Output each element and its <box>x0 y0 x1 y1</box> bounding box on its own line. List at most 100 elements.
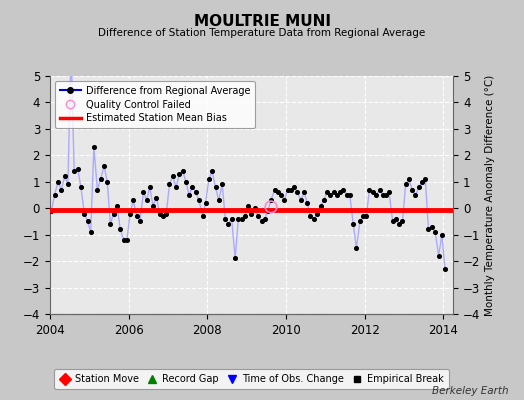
Point <box>356 218 364 225</box>
Point <box>57 186 66 193</box>
Point <box>103 178 112 185</box>
Point <box>254 213 262 219</box>
Point <box>382 192 390 198</box>
Point <box>376 186 384 193</box>
Y-axis label: Monthly Temperature Anomaly Difference (°C): Monthly Temperature Anomaly Difference (… <box>485 74 495 316</box>
Point <box>434 253 443 259</box>
Point <box>204 176 213 182</box>
Point <box>264 208 272 214</box>
Point <box>165 181 173 188</box>
Point <box>388 218 397 225</box>
Point <box>156 210 164 217</box>
Point <box>201 200 210 206</box>
Point <box>195 197 203 204</box>
Point <box>267 204 275 210</box>
Point <box>411 192 420 198</box>
Text: MOULTRIE MUNI: MOULTRIE MUNI <box>193 14 331 29</box>
Point <box>185 192 193 198</box>
Point <box>162 210 170 217</box>
Point <box>274 189 282 196</box>
Point <box>283 186 292 193</box>
Point <box>168 173 177 180</box>
Point <box>241 213 249 219</box>
Point <box>54 178 62 185</box>
Point <box>441 266 449 272</box>
Point <box>119 237 128 243</box>
Legend: Station Move, Record Gap, Time of Obs. Change, Empirical Break: Station Move, Record Gap, Time of Obs. C… <box>54 369 449 389</box>
Point <box>234 216 243 222</box>
Text: Berkeley Earth: Berkeley Earth <box>432 386 508 396</box>
Point <box>208 168 216 174</box>
Point <box>175 171 183 177</box>
Point <box>188 184 196 190</box>
Point <box>385 189 394 196</box>
Point <box>257 218 266 225</box>
Point <box>408 186 417 193</box>
Point <box>297 197 305 204</box>
Point <box>179 168 187 174</box>
Point <box>218 181 226 188</box>
Point <box>136 218 144 225</box>
Point <box>211 184 220 190</box>
Point <box>67 46 75 53</box>
Point <box>290 184 299 190</box>
Point <box>365 186 374 193</box>
Point <box>247 210 256 217</box>
Point <box>339 186 347 193</box>
Point <box>50 192 59 198</box>
Point <box>401 181 410 188</box>
Point <box>421 176 430 182</box>
Point <box>277 192 286 198</box>
Point <box>133 213 141 219</box>
Point <box>320 197 328 204</box>
Point <box>227 216 236 222</box>
Point <box>250 205 259 212</box>
Point <box>438 232 446 238</box>
Point <box>143 197 151 204</box>
Point <box>395 221 403 227</box>
Point <box>362 213 370 219</box>
Point <box>214 197 223 204</box>
Point <box>106 221 115 227</box>
Point <box>221 216 230 222</box>
Point <box>90 144 98 151</box>
Point <box>231 255 239 262</box>
Point <box>47 208 56 214</box>
Point <box>323 189 331 196</box>
Point <box>77 184 85 190</box>
Point <box>342 192 351 198</box>
Point <box>372 192 380 198</box>
Point <box>313 210 321 217</box>
Point <box>100 163 108 169</box>
Point <box>224 221 233 227</box>
Point <box>345 192 354 198</box>
Point <box>80 210 89 217</box>
Point <box>306 213 314 219</box>
Point <box>182 178 190 185</box>
Point <box>359 213 367 219</box>
Point <box>270 186 279 193</box>
Point <box>267 197 275 204</box>
Point <box>198 213 206 219</box>
Point <box>424 226 433 232</box>
Point <box>280 197 289 204</box>
Point <box>428 224 436 230</box>
Point <box>418 178 427 185</box>
Point <box>431 229 439 235</box>
Point <box>83 218 92 225</box>
Text: Difference of Station Temperature Data from Regional Average: Difference of Station Temperature Data f… <box>99 28 425 38</box>
Point <box>86 229 95 235</box>
Point <box>61 173 69 180</box>
Point <box>349 221 357 227</box>
Point <box>73 165 82 172</box>
Point <box>192 189 200 196</box>
Point <box>146 184 154 190</box>
Point <box>152 194 161 201</box>
Point <box>238 216 246 222</box>
Point <box>398 218 407 225</box>
Point <box>129 197 137 204</box>
Point <box>64 181 72 188</box>
Point <box>333 192 341 198</box>
Point <box>326 192 334 198</box>
Point <box>293 189 302 196</box>
